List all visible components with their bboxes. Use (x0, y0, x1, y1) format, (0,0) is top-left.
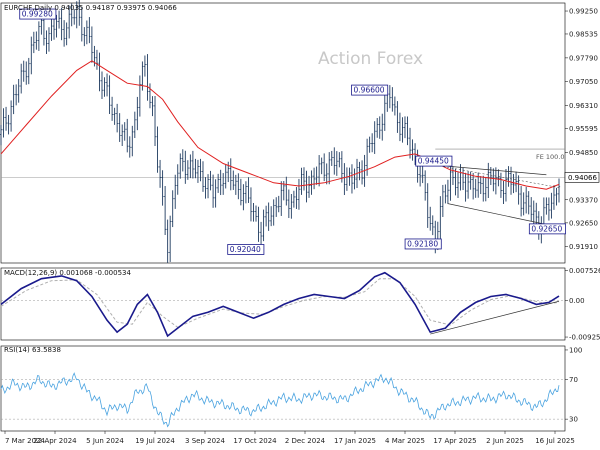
rsi-line (0, 372, 560, 428)
annotation-box (19, 8, 57, 20)
main-header: EURCHF,Daily 0.94035 0.94187 0.93975 0.9… (4, 4, 177, 12)
annotation-label: 0.96600 (354, 86, 385, 95)
price-axis-tick-label: 0.94850 (569, 149, 598, 157)
annotation-box (404, 238, 442, 250)
x-tick-label: 17 Apr 2025 (433, 437, 476, 445)
price-bars (0, 0, 561, 263)
rsi-axis-tick-label: 70 (569, 376, 578, 384)
x-tick-label: 17 Oct 2024 (233, 437, 277, 445)
x-tick-label: 7 Mar 2024 (5, 437, 45, 445)
macd-header: MACD(12,26,9) 0.001068 -0.000534 (4, 269, 131, 277)
price-axis-tick-label: 0.96310 (569, 102, 598, 110)
watermark: Action Forex (318, 49, 423, 69)
annotation-label: 0.92650 (531, 224, 562, 233)
macd-trendline (430, 300, 560, 335)
annotation-box (528, 223, 566, 235)
macd-axis-tick-label: 0.007526 (569, 267, 600, 275)
macd-signal-line (0, 278, 560, 328)
x-tick-label: 3 Sep 2024 (185, 437, 225, 445)
annotation-label: 0.92040 (230, 245, 261, 254)
macd-line (0, 271, 560, 338)
x-tick-label: 2 Jun 2025 (486, 437, 524, 445)
fe-label: FE 100.0 (536, 153, 565, 161)
x-tick-label: 2 Dec 2024 (285, 437, 326, 445)
macd-panel: 0.007526 0.00 -0.009252 (0, 267, 600, 342)
annotation-label: 0.99280 (22, 10, 53, 19)
price-axis-tick-label: 0.99250 (569, 8, 598, 16)
annotation-box (351, 84, 389, 96)
current-price-label: 0.94066 (568, 174, 597, 182)
rsi-axis-tick-label: 30 (569, 416, 578, 424)
rsi-header: RSI(14) 63.5838 (4, 346, 61, 354)
price-axis-tick-label: 0.97790 (569, 54, 598, 62)
annotation-label: 0.94450 (418, 157, 449, 166)
price-panel: 0.99280 0.92040 0.96600 0.94450 0.92180 0.926… (0, 0, 600, 264)
channel-upper (435, 164, 547, 176)
rsi-panel: 100 70 30 (0, 345, 582, 432)
x-tick-label: 22 Apr 2024 (33, 437, 77, 445)
annotation-label: 0.92180 (407, 240, 438, 249)
annotation-box (415, 155, 453, 167)
x-tick-label: 5 Jun 2024 (86, 437, 124, 445)
x-tick-label: 16 Jul 2025 (535, 437, 575, 445)
price-axis-tick-label: 0.93370 (569, 196, 598, 204)
price-axis-tick-label: 0.97050 (569, 78, 598, 86)
price-axis-tick-label: 0.98535 (569, 30, 598, 38)
x-tick-label: 19 Jul 2024 (135, 437, 175, 445)
macd-axis-tick-label: 0.00 (569, 297, 585, 305)
x-tick-label: 17 Jan 2025 (334, 437, 376, 445)
channel-lower (447, 203, 547, 225)
channel-mid (435, 164, 560, 188)
annotation-box (227, 244, 265, 255)
x-tick-label: 4 Mar 2025 (385, 437, 425, 445)
price-axis-tick-label: 0.92650 (569, 219, 598, 227)
rsi-axis-tick-label: 100 (569, 346, 582, 354)
current-price-box (564, 171, 600, 183)
price-axis-tick-label: 0.95595 (569, 125, 598, 133)
macd-axis-tick-label: -0.009252 (569, 334, 600, 342)
price-axis-tick-label: 0.91910 (569, 243, 598, 251)
moving-average-line (0, 60, 560, 190)
